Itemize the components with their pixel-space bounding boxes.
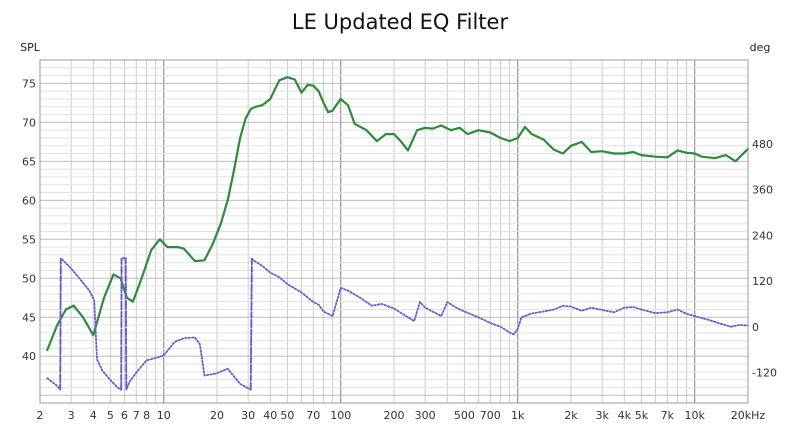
y-right-tick-label: -120 [752, 367, 777, 380]
y-right-tick-label: 120 [752, 275, 773, 288]
x-tick-label: 3k [595, 409, 609, 422]
x-tick-label: 30 [241, 409, 255, 422]
y-left-tick-label: 45 [22, 311, 36, 324]
x-tick-label: 5 [107, 409, 114, 422]
grid [39, 59, 749, 404]
y-right-tick-label: 0 [752, 321, 759, 334]
x-tick-label: 5k [635, 409, 649, 422]
x-tick-label: 70 [306, 409, 320, 422]
x-tick-label: 3 [68, 409, 75, 422]
x-tick-label: 200 [384, 409, 405, 422]
y-left-tick-label: 70 [22, 116, 36, 129]
y-right-tick-label: 360 [752, 184, 773, 197]
tick-labels: 2 3 4 5 6 7 8 10 20 30 40 50 70 100 200 300 500 700 1k 2k 3k… [22, 77, 777, 422]
y-right-axis-label: deg [750, 41, 771, 54]
chart-title: LE Updated EQ Filter [292, 10, 509, 34]
y-right-tick-label: 480 [752, 138, 773, 151]
y-left-tick-label: 55 [22, 233, 36, 246]
y-left-tick-label: 75 [22, 77, 36, 90]
y-left-axis-label: SPL [20, 41, 41, 54]
y-left-tick-label: 60 [22, 194, 36, 207]
phase-wrap-lines-2 [59, 257, 253, 390]
y-left-tick-label: 40 [22, 350, 36, 363]
y-right-tick-label: 240 [752, 229, 773, 242]
x-tick-label: 100 [330, 409, 351, 422]
x-tick-label: 1k [511, 409, 525, 422]
x-tick-label: 6 [121, 409, 128, 422]
x-tick-label: 4k [618, 409, 632, 422]
y-left-tick-label: 65 [22, 155, 36, 168]
series [46, 76, 750, 391]
x-tick-label: 10 [157, 409, 171, 422]
x-tick-label: 7 [133, 409, 140, 422]
plot-frame [39, 59, 749, 404]
x-tick-label: 40 [263, 409, 277, 422]
x-tick-label: 8 [143, 409, 150, 422]
x-tick-label: 700 [480, 409, 501, 422]
x-tick-label: 2 [37, 409, 44, 422]
x-tick-label: 20 [210, 409, 224, 422]
x-tick-label: 300 [415, 409, 436, 422]
x-tick-label: 7k [661, 409, 675, 422]
x-tick-label: 500 [454, 409, 475, 422]
spl-curve-0 [46, 76, 750, 352]
x-tick-label: 10k [685, 409, 706, 422]
x-tick-label: 50 [280, 409, 294, 422]
x-tick-label: 20kHz [731, 409, 766, 422]
x-tick-label: 4 [90, 409, 97, 422]
y-left-tick-label: 50 [22, 272, 36, 285]
x-tick-label: 2k [564, 409, 578, 422]
